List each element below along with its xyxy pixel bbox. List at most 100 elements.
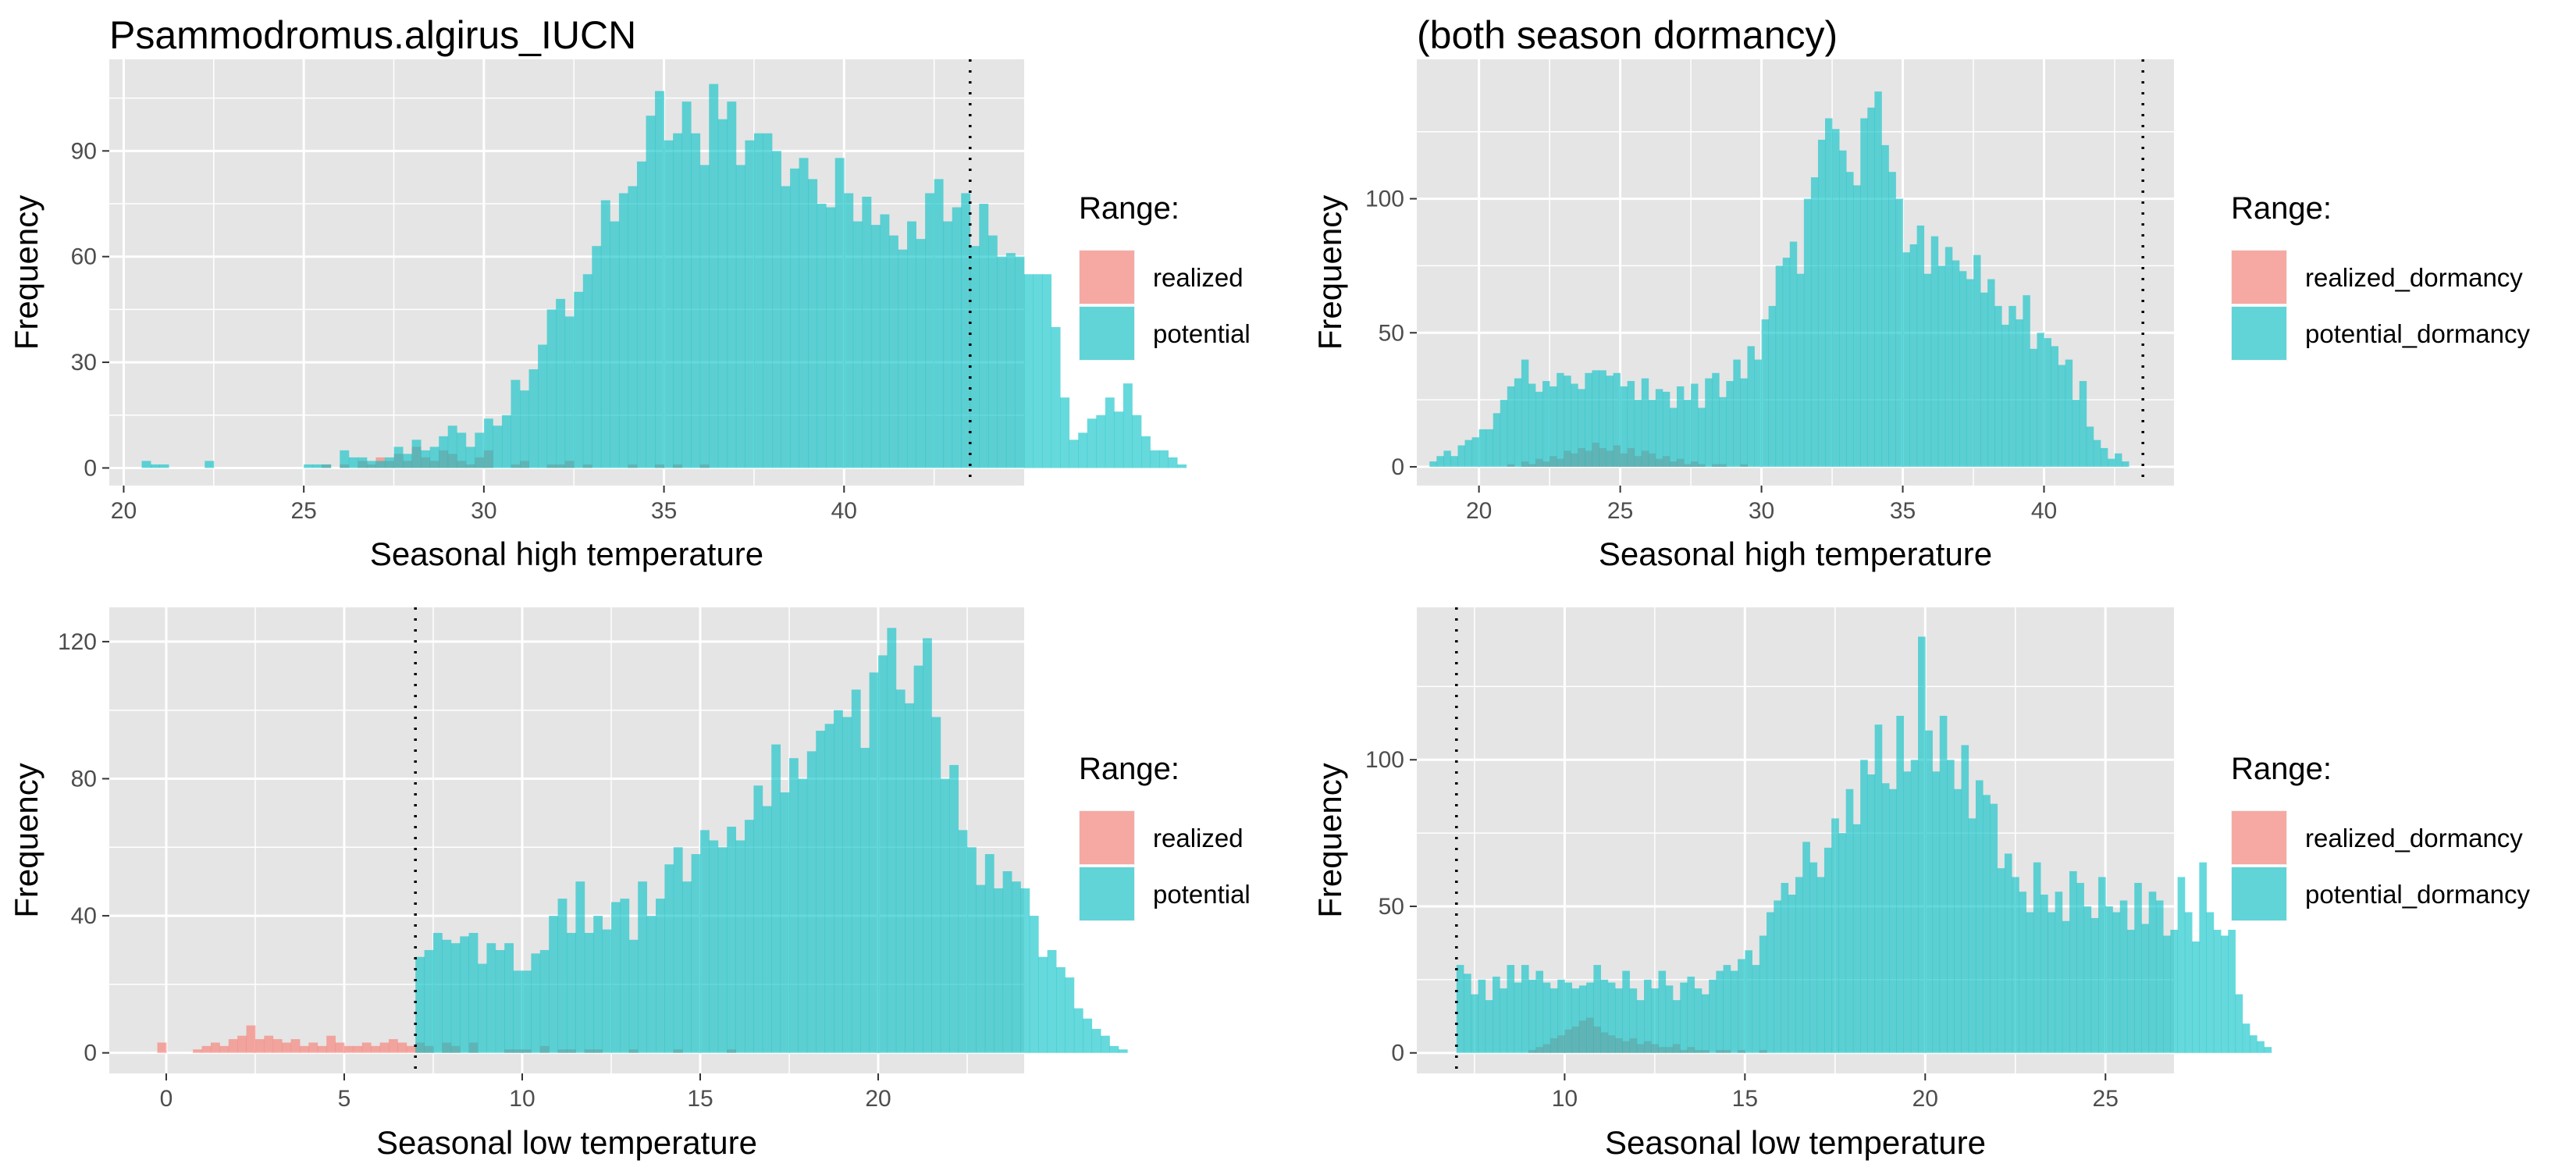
histogram-bar-potential_dormancy bbox=[1712, 372, 1720, 467]
histogram-bar-potential bbox=[1083, 1018, 1093, 1053]
histogram-bar-potential bbox=[1109, 1045, 1119, 1053]
histogram-bar-potential_dormancy bbox=[1831, 818, 1839, 1053]
legend-title: Range: bbox=[1079, 752, 1179, 786]
histogram-bar-potential_dormancy bbox=[1867, 774, 1876, 1053]
histogram-bar-potential bbox=[159, 464, 169, 468]
x-tick-label: 35 bbox=[1890, 498, 1916, 524]
histogram-bar-potential bbox=[600, 200, 610, 468]
histogram-bar-realized bbox=[388, 1039, 398, 1053]
histogram-bar-potential bbox=[304, 464, 314, 468]
histogram-bar-potential_dormancy bbox=[1838, 833, 1847, 1053]
histogram-bar-potential bbox=[1038, 956, 1048, 1053]
histogram-bar-potential_dormancy bbox=[1709, 979, 1717, 1053]
histogram-bar-potential_dormancy bbox=[1860, 760, 1868, 1053]
histogram-bar-potential_dormancy bbox=[1775, 265, 1784, 467]
histogram-bar-potential bbox=[673, 133, 683, 468]
histogram-bar-potential bbox=[646, 916, 656, 1053]
histogram-bar-potential_dormancy bbox=[1747, 346, 1755, 467]
legend-title: Range: bbox=[2231, 191, 2332, 226]
histogram-bar-potential_dormancy bbox=[1500, 400, 1508, 467]
histogram-bar-potential_dormancy bbox=[1925, 730, 1933, 1053]
histogram-bar-potential bbox=[943, 221, 953, 468]
chart-title: (both season dormancy) bbox=[1417, 13, 1838, 57]
histogram-bar-potential_dormancy bbox=[1578, 985, 1587, 1053]
histogram-bar-potential_dormancy bbox=[2206, 912, 2215, 1053]
histogram-bar-potential_dormancy bbox=[2228, 930, 2236, 1053]
histogram-bar-potential_dormancy bbox=[1450, 456, 1458, 467]
histogram-bar-potential bbox=[753, 133, 763, 468]
histogram-bar-potential bbox=[521, 970, 532, 1053]
chart-panel-3: 0 5 10 15 20 0 40 80 120 Seasonal low temperature… bbox=[8, 607, 1251, 1161]
x-tick-label: 25 bbox=[1607, 498, 1633, 524]
histogram-bar-potential bbox=[411, 440, 422, 468]
histogram-bar-potential_dormancy bbox=[1888, 172, 1896, 467]
histogram-bar-potential_dormancy bbox=[1443, 450, 1451, 467]
histogram-bar-potential bbox=[611, 902, 621, 1053]
histogram-bar-realized bbox=[254, 1039, 265, 1053]
histogram-bar-potential bbox=[602, 929, 612, 1053]
histogram-bar-potential bbox=[421, 450, 431, 468]
histogram-bar-potential bbox=[465, 447, 475, 468]
histogram-bar-realized bbox=[201, 1045, 212, 1053]
histogram-bar-potential bbox=[375, 461, 386, 468]
histogram-bar-potential_dormancy bbox=[1535, 970, 1544, 1053]
histogram-bar-potential_dormancy bbox=[1557, 372, 1564, 467]
legend-label-potential: potential bbox=[1153, 319, 1251, 348]
histogram-bar-potential_dormancy bbox=[1817, 140, 1826, 467]
histogram-bar-potential bbox=[834, 710, 843, 1053]
histogram-bar-potential_dormancy bbox=[2177, 877, 2186, 1053]
histogram-bar-potential_dormancy bbox=[1606, 376, 1614, 467]
histogram-bar-realized bbox=[335, 1042, 345, 1053]
histogram-bar-potential_dormancy bbox=[2105, 906, 2113, 1053]
legend-swatch-realized bbox=[1080, 811, 1134, 864]
histogram-bar-potential bbox=[1078, 432, 1088, 468]
histogram-bar-potential_dormancy bbox=[1521, 965, 1529, 1053]
histogram-bar-potential_dormancy bbox=[1599, 370, 1606, 467]
histogram-bar-potential_dormancy bbox=[1655, 389, 1663, 467]
y-tick-label: 50 bbox=[1379, 894, 1404, 920]
histogram-bar-potential_dormancy bbox=[1932, 771, 1941, 1053]
histogram-bar-potential bbox=[717, 119, 728, 468]
histogram-bar-potential_dormancy bbox=[1471, 994, 1478, 1053]
legend-label-potential_dormancy: potential_dormancy bbox=[2305, 880, 2531, 909]
histogram-bar-potential bbox=[1047, 949, 1057, 1053]
histogram-bar-potential bbox=[151, 464, 160, 468]
histogram-bar-potential bbox=[483, 418, 493, 468]
histogram-bar-potential bbox=[546, 309, 557, 468]
x-tick-label: 5 bbox=[338, 1086, 351, 1112]
histogram-bar-potential bbox=[1042, 274, 1052, 468]
histogram-bar-potential bbox=[1096, 415, 1106, 468]
x-tick-label: 15 bbox=[1732, 1086, 1758, 1112]
histogram-bar-potential bbox=[1029, 916, 1039, 1053]
histogram-bar-potential bbox=[1015, 256, 1025, 468]
histogram-bar-potential bbox=[477, 963, 487, 1053]
histogram-bar-potential_dormancy bbox=[2041, 894, 2048, 1053]
histogram-bar-potential_dormancy bbox=[1600, 979, 1609, 1053]
histogram-bar-realized bbox=[317, 1045, 327, 1053]
histogram-bar-potential bbox=[205, 461, 215, 468]
histogram-bar-potential_dormancy bbox=[1436, 456, 1444, 467]
chart-panel-1: 20 25 30 35 40 0 30 60 90 Seasonal high temperatu… bbox=[8, 13, 1251, 572]
histogram-bar-potential_dormancy bbox=[1860, 118, 1868, 467]
histogram-bar-realized bbox=[219, 1045, 229, 1053]
histogram-bar-potential bbox=[655, 91, 664, 468]
histogram-bar-potential bbox=[780, 792, 790, 1053]
histogram-bar-potential bbox=[439, 436, 449, 468]
x-axis-title: Seasonal low temperature bbox=[1605, 1124, 1986, 1161]
histogram-bar-potential_dormancy bbox=[1723, 965, 1731, 1053]
histogram-bar-potential bbox=[816, 731, 826, 1053]
histogram-bar-potential_dormancy bbox=[1493, 413, 1501, 467]
histogram-bar-potential bbox=[826, 207, 836, 468]
y-tick-label: 0 bbox=[1391, 454, 1404, 480]
histogram-bar-potential bbox=[556, 298, 566, 468]
x-tick-label: 30 bbox=[471, 498, 496, 524]
histogram-bar-potential bbox=[557, 899, 568, 1053]
histogram-bar-potential bbox=[1069, 440, 1079, 468]
y-tick-label: 80 bbox=[71, 766, 97, 792]
legend-label-potential: potential bbox=[1153, 880, 1251, 909]
legend-swatch-realized_dormancy bbox=[2232, 251, 2286, 304]
histogram-bar-potential_dormancy bbox=[1767, 912, 1774, 1053]
histogram-bar-potential_dormancy bbox=[1918, 636, 1926, 1053]
histogram-bar-potential_dormancy bbox=[1738, 959, 1745, 1053]
histogram-bar-potential_dormancy bbox=[1651, 988, 1659, 1053]
